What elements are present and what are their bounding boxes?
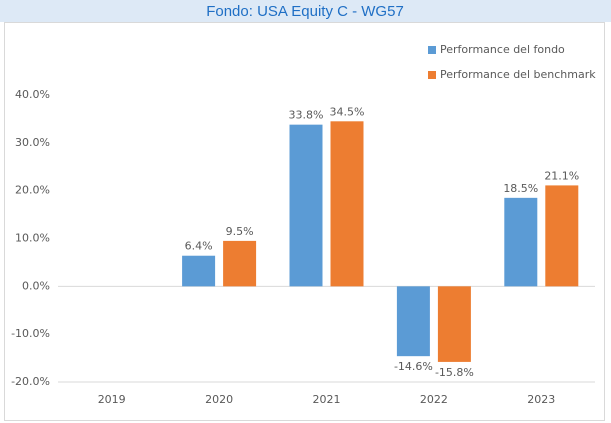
x-tick-label: 2021 bbox=[313, 393, 341, 406]
y-tick-label: -10.0% bbox=[11, 327, 50, 340]
legend-label: Performance del benchmark bbox=[440, 68, 596, 81]
bar bbox=[545, 185, 579, 287]
data-label: -14.6% bbox=[394, 360, 433, 373]
chart-title: Fondo: USA Equity C - WG57 bbox=[206, 3, 404, 20]
data-label: 9.5% bbox=[226, 225, 254, 238]
bar bbox=[396, 286, 430, 357]
y-tick-label: 30.0% bbox=[15, 136, 50, 149]
data-label: 34.5% bbox=[330, 105, 365, 118]
bar bbox=[289, 124, 323, 287]
legend-label: Performance del fondo bbox=[440, 43, 565, 56]
bar bbox=[223, 240, 257, 287]
legend-swatch bbox=[428, 71, 436, 79]
y-tick-label: 0.0% bbox=[22, 279, 50, 292]
y-tick-label: 40.0% bbox=[15, 88, 50, 101]
bar bbox=[437, 286, 471, 362]
y-tick-label: 20.0% bbox=[15, 184, 50, 197]
x-tick-label: 2022 bbox=[420, 393, 448, 406]
chart-border bbox=[4, 22, 605, 421]
data-label: 6.4% bbox=[185, 240, 213, 253]
bar bbox=[330, 121, 364, 287]
legend-swatch bbox=[428, 46, 436, 54]
x-tick-label: 2019 bbox=[98, 393, 126, 406]
title-band bbox=[0, 0, 611, 22]
data-label: -15.8% bbox=[435, 366, 474, 379]
bar bbox=[504, 197, 538, 287]
bar bbox=[182, 255, 216, 287]
y-tick-label: 10.0% bbox=[15, 232, 50, 245]
y-tick-label: -20.0% bbox=[11, 375, 50, 388]
data-label: 33.8% bbox=[289, 109, 324, 122]
x-tick-label: 2023 bbox=[527, 393, 555, 406]
data-label: 18.5% bbox=[503, 182, 538, 195]
x-tick-label: 2020 bbox=[205, 393, 233, 406]
data-label: 21.1% bbox=[544, 169, 579, 182]
